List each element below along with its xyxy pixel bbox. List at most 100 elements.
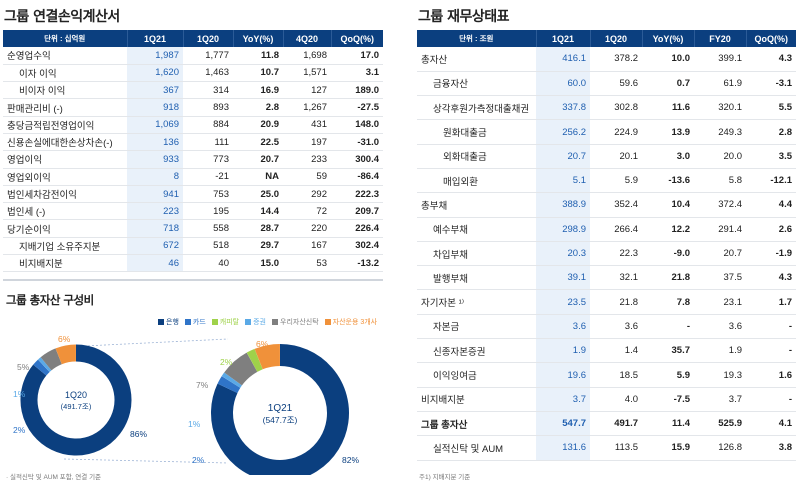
cell-value: 28.7 [233,219,283,238]
cell-value: 12.2 [642,217,694,242]
cell-value: -12.1 [746,168,796,194]
cell-value: 337.8 [536,95,590,121]
legend-label: 우리자산신탁 [280,319,319,326]
legend-label: 카드 [192,319,206,326]
cell-value: 941 [127,185,183,204]
row-label: 총자산 [417,47,536,72]
donut-center-total: (491.7조) [61,402,92,411]
table-row: 원화대출금 256.2 224.9 13.9 249.3 2.8 [417,119,796,145]
cell-value: 3.6 [536,314,590,340]
balance-title: 그룹 재무상태표 [418,9,510,25]
slice-label: 7% [196,380,209,390]
cell-value: 5.5 [746,95,796,121]
cell-value: 1,620 [127,64,183,83]
donut-slice [40,348,63,371]
income-table: 단위 : 십억원 1Q21 1Q20 YoY(%) 4Q20 QoQ(%) 순영업수익 1,… [3,30,383,273]
cell-value: 302.4 [331,237,383,256]
income-title: 그룹 연결손익계산서 [4,9,120,25]
cell-value: 14.4 [233,202,283,221]
cell-value: 20.1 [590,144,642,169]
table-row: 순영업수익 1,987 1,777 11.8 1,698 17.0 [3,47,383,65]
cell-value: 352.4 [590,192,642,218]
slice-label: 82% [342,455,359,465]
legend-item: 은행 [158,317,179,327]
donut-slice [211,344,349,475]
donut-slice [20,344,132,456]
table-row: 비지배지분 46 40 15.0 53 -13.2 [3,254,383,273]
cell-value: 933 [127,150,183,169]
cell-value: 718 [127,219,183,238]
donut-center-label: 1Q20 [65,390,87,400]
cell-value: 302.8 [590,95,642,121]
cell-value: 61.9 [694,71,746,97]
donut-slice [246,348,263,372]
donut-center-label: 1Q21 [268,403,293,414]
row-label: 매입외환 [417,168,536,194]
row-label: 외화대출금 [417,144,536,169]
cell-value: 10.4 [642,192,694,218]
cell-value: 4.1 [746,411,796,437]
legend-swatch [324,319,331,325]
legend-item: 캐피탈 [211,317,239,327]
row-label: 예수부채 [417,217,536,242]
table-row: 충당금적립전영업이익 1,069 884 20.9 431 148.0 [3,116,383,134]
slice-label: 1% [13,389,26,399]
legend-swatch [272,319,278,325]
cell-value: 431 [283,116,331,134]
cell-value: 11.4 [642,411,694,437]
row-label: 자본금 [417,314,536,340]
connector-line [63,338,229,348]
cell-value: 773 [183,150,233,169]
cell-value: 367 [127,81,183,100]
cell-value: 23.1 [694,289,746,315]
cell-value: 5.8 [694,168,746,194]
column-header: 단위 : 십억원 [3,30,128,47]
cell-value: -21 [183,168,233,186]
cell-value: 131.6 [536,435,590,461]
row-label: 총부채 [417,192,536,218]
legend-swatch [245,319,252,325]
cell-value: 59.6 [590,71,642,97]
cell-value: 3.7 [536,387,590,412]
assets-footnote: · 실적신탁 및 AUM 포함, 연결 기준 [6,474,102,481]
cell-value: 35.7 [642,338,694,364]
cell-value: 1,777 [183,47,233,65]
cell-value: 20.3 [536,241,590,267]
cell-value: 1.6 [746,362,796,388]
cell-value: 222.3 [331,185,383,204]
cell-value: 59 [283,168,331,186]
cell-value: 5.9 [590,168,642,194]
cell-value: - [746,338,796,364]
cell-value: - [642,314,694,340]
cell-value: 113.5 [590,435,642,461]
row-label: 비지배지분 [3,254,127,273]
assets-title: 그룹 총자산 구성비 [6,293,94,307]
cell-value: 7.8 [642,289,694,315]
cell-value: 29.7 [233,237,283,256]
legend-swatch [158,319,164,325]
cell-value: 46 [127,254,183,273]
cell-value: 491.7 [590,411,642,437]
cell-value: 8 [127,168,183,186]
row-label: 상각후원가측정대출채권 [417,95,536,121]
cell-value: 3.8 [746,435,796,461]
legend-item: 카드 [184,317,206,327]
table-row: 상각후원가측정대출채권 337.8 302.8 11.6 320.1 5.5 [417,95,796,121]
cell-value: 753 [183,185,233,204]
cell-value: 19.3 [694,362,746,388]
cell-value: 249.3 [694,119,746,145]
donut-slice [221,372,242,388]
cell-value: NA [233,168,283,186]
table-row: 금융자산 60.0 59.6 0.7 61.9 -3.1 [417,71,796,97]
cell-value: 37.5 [694,265,746,291]
asset-composition-donuts: 86% 2% 1% 5% 6% 1Q20 (491.7조) 82% 2% 1% 7% 2% 6% 1Q21… [13,334,359,475]
table-row: 영업이익 933 773 20.7 233 300.4 [3,150,383,169]
cell-value: 3.1 [331,64,383,83]
row-label: 순영업수익 [3,47,127,65]
cell-value: 256.2 [536,119,590,145]
cell-value: 1.7 [746,289,796,315]
section-divider [3,279,383,281]
cell-value: 1,267 [283,98,331,117]
cell-value: 3.7 [694,387,746,412]
cell-value: 13.9 [642,119,694,145]
